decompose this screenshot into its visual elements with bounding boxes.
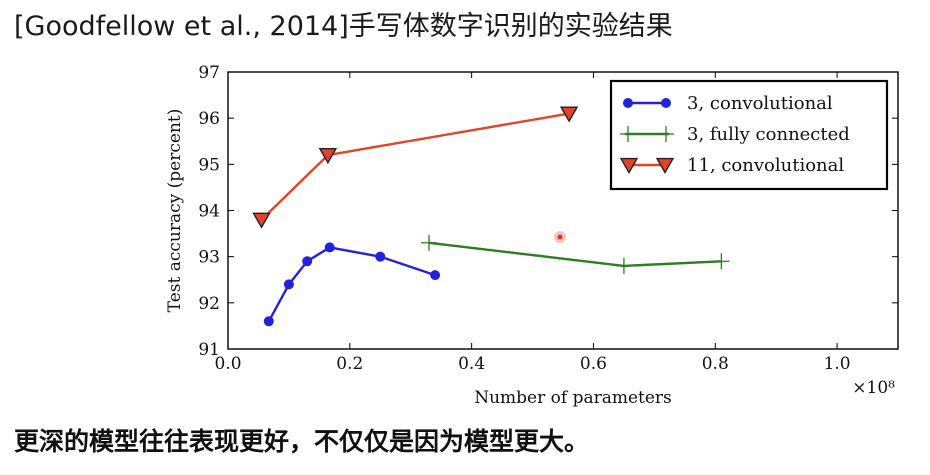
data-point	[283, 279, 294, 290]
legend-label: 3, convolutional	[687, 93, 833, 114]
x-tick-label: 0.8	[702, 354, 729, 374]
data-point	[421, 234, 437, 251]
series-line	[267, 246, 436, 322]
y-tick-label: 96	[198, 109, 220, 129]
series-line	[260, 112, 570, 221]
x-tick-label: 0.6	[580, 354, 607, 374]
series-layer	[252, 106, 730, 327]
data-point	[661, 98, 671, 108]
y-tick-label: 91	[198, 340, 220, 360]
x-tick-label: 1.0	[824, 354, 851, 374]
data-point	[430, 270, 441, 281]
slide-caption: 更深的模型往往表现更好，不仅仅是因为模型更大。	[14, 427, 590, 456]
series-1	[263, 242, 441, 327]
data-point	[318, 147, 338, 165]
data-point	[713, 253, 730, 270]
y-tick-label: 94	[198, 202, 220, 222]
x-axis-label: Number of parameters	[474, 388, 672, 408]
data-point	[375, 251, 386, 262]
data-point	[619, 157, 639, 175]
y-tick-label: 93	[198, 248, 220, 268]
legend: 3, convolutional 3, fully connected 11, co…	[609, 79, 889, 191]
series-3	[252, 106, 579, 229]
x-axis: 0.0 0.2 0.4 0.6 0.8 1.0	[214, 72, 851, 374]
legend-entry: 11, convolutional	[619, 155, 844, 176]
legend-entry: 3, convolutional	[623, 93, 833, 114]
legend-label: 11, convolutional	[687, 155, 844, 176]
cursor-dot	[557, 234, 563, 240]
x-tick-label: 0.2	[336, 354, 363, 374]
y-tick-label: 97	[198, 63, 220, 83]
data-point	[658, 126, 674, 142]
data-point	[302, 256, 313, 267]
slide-title: [Goodfellow et al., 2014]手写体数字识别的实验结果	[14, 11, 673, 42]
y-tick-label: 95	[198, 155, 220, 175]
data-point	[615, 257, 632, 274]
y-axis-label: Test accuracy (percent)	[165, 109, 185, 313]
y-axis: 91 92 93 94 95 96 97	[198, 63, 898, 360]
y-tick-label: 92	[198, 294, 220, 314]
data-point	[263, 316, 274, 327]
series-line	[428, 241, 722, 268]
data-point	[620, 126, 636, 142]
x-axis-multiplier: ×10⁸	[852, 378, 895, 398]
data-point	[559, 106, 579, 123]
data-point	[252, 212, 271, 229]
series-2	[421, 234, 730, 274]
x-tick-label: 0.4	[458, 354, 485, 374]
data-point	[623, 98, 633, 108]
data-point	[324, 242, 335, 253]
legend-entry: 3, fully connected	[620, 124, 850, 145]
x-tick-label: 0.0	[214, 354, 241, 374]
legend-label: 3, fully connected	[687, 124, 850, 145]
accuracy-chart: 91 92 93 94 95 96 97 0.0 0.2 0.4 0.6 0.8 1.0 Number…	[165, 63, 899, 408]
data-point	[655, 157, 675, 175]
